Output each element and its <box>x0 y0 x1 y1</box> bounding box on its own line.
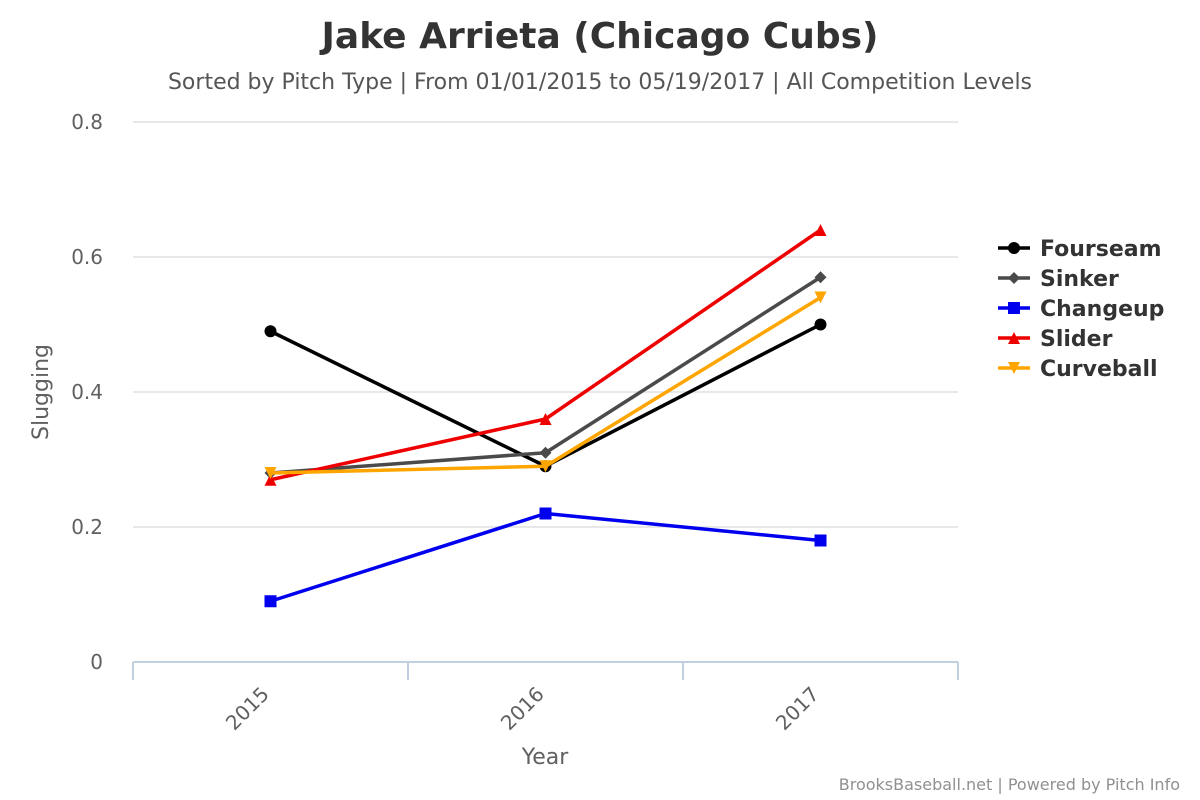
grid-lines <box>133 121 958 528</box>
series-curveball <box>264 291 827 479</box>
sinker-point-2017 <box>814 271 827 284</box>
slider-line <box>268 228 823 482</box>
legend-label-sinker: Sinker <box>1040 267 1119 292</box>
legend-item-changeup[interactable]: Changeup <box>998 297 1164 322</box>
y-tick-label: 0.4 <box>71 380 103 404</box>
sinker-line <box>268 275 823 475</box>
fourseam-line <box>268 322 823 468</box>
y-axis-ticks: 0 0.2 0.4 0.6 0.8 <box>71 110 103 674</box>
fourseam-point-2015 <box>264 325 277 338</box>
x-tick-label: 2015 <box>221 682 274 735</box>
slider-point-2015 <box>264 473 277 486</box>
y-tick-label: 0.8 <box>71 110 103 134</box>
curveball-point-2017 <box>814 291 827 304</box>
legend[interactable]: Fourseam Sinker Changeup Slider Curveball <box>998 237 1164 382</box>
legend-marker-slider <box>1008 332 1020 344</box>
legend-label-fourseam: Fourseam <box>1040 237 1162 262</box>
legend-marker-curveball <box>1008 362 1020 374</box>
x-tick-label: 2016 <box>496 682 549 735</box>
legend-label-curveball: Curveball <box>1040 357 1158 382</box>
legend-marker-changeup <box>1008 302 1020 314</box>
changeup-point-2015 <box>264 595 277 608</box>
chart-title: Jake Arrieta (Chicago Cubs) <box>319 16 879 57</box>
x-axis: 2015 2016 2017 <box>132 661 959 735</box>
changeup-point-2016 <box>539 507 552 520</box>
legend-item-slider[interactable]: Slider <box>998 327 1113 352</box>
legend-label-slider: Slider <box>1040 327 1113 352</box>
slider-point-2016 <box>539 413 552 425</box>
x-axis-title: Year <box>521 745 570 770</box>
fourseam-point-2017 <box>814 318 827 331</box>
credits[interactable]: BrooksBaseball.net | Powered by Pitch In… <box>839 775 1180 794</box>
series-group <box>264 224 827 608</box>
y-tick-label: 0.2 <box>71 515 103 539</box>
chart-subtitle: Sorted by Pitch Type | From 01/01/2015 t… <box>168 70 1032 95</box>
curveball-point-2015 <box>264 467 277 479</box>
legend-item-curveball[interactable]: Curveball <box>998 357 1158 382</box>
curveball-point-2016 <box>539 460 552 473</box>
y-tick-label: 0 <box>90 650 103 674</box>
curveball-line <box>268 295 823 475</box>
y-tick-label: 0.6 <box>71 245 103 269</box>
legend-marker-fourseam <box>1008 242 1020 254</box>
legend-item-fourseam[interactable]: Fourseam <box>998 237 1162 262</box>
x-tick-label: 2017 <box>771 682 824 735</box>
y-axis-title: Slugging <box>29 344 54 440</box>
series-slider <box>264 224 827 486</box>
sinker-point-2016 <box>539 446 552 459</box>
legend-label-changeup: Changeup <box>1040 297 1164 322</box>
legend-item-sinker[interactable]: Sinker <box>998 267 1119 292</box>
legend-marker-sinker <box>1008 272 1020 284</box>
series-sinker <box>264 271 827 479</box>
slider-point-2017 <box>814 224 827 236</box>
changeup-point-2017 <box>814 534 827 547</box>
series-changeup <box>264 507 827 608</box>
